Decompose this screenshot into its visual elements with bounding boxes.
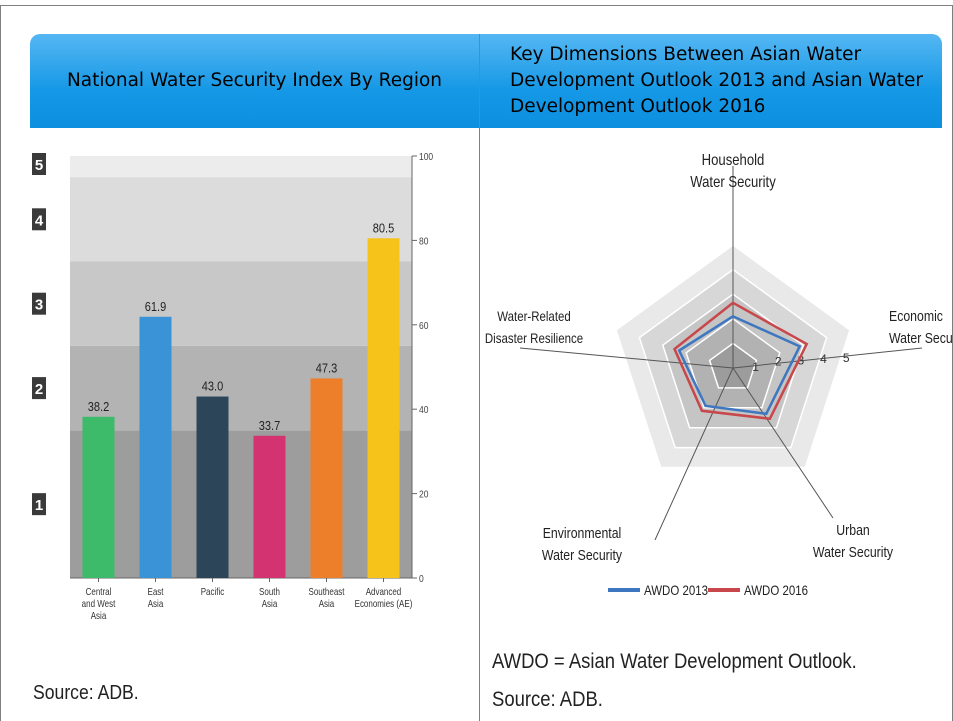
y-tick-label-80: 80 xyxy=(419,236,428,247)
band-label-box-4 xyxy=(32,208,46,231)
category-label-6-2: Economies (AE) xyxy=(355,598,413,609)
awdo-radar-chart: 1 2 3 4 5 Household Water Security Economic Wate… xyxy=(485,152,953,598)
radar-axis-label-3-1: Urban xyxy=(836,522,869,538)
category-label-4-1: South xyxy=(259,586,280,597)
bar-value-label-3: 43.0 xyxy=(202,379,224,394)
table-header: National Water Security Index By Region … xyxy=(30,34,942,128)
category-label-1-2: and West xyxy=(82,598,116,609)
bar-5 xyxy=(310,378,343,578)
index-band-1 xyxy=(70,430,412,578)
bar-value-label-5: 47.3 xyxy=(316,361,338,376)
category-label-5-2: Asia xyxy=(319,598,335,609)
category-label-2-2: Asia xyxy=(148,598,164,609)
radar-axis-label-1-1: Household xyxy=(702,152,765,169)
y-tick-label-20: 20 xyxy=(419,489,428,500)
radar-axis-label-1-2: Water Security xyxy=(690,174,776,191)
band-label-box-2 xyxy=(32,377,46,400)
radar-chart-footnote: AWDO = Asian Water Development Outlook. xyxy=(492,650,857,673)
band-label-box-5 xyxy=(32,153,46,175)
bar-3 xyxy=(196,396,229,578)
radar-axis-label-5-1: Water-Related xyxy=(497,308,571,324)
bar-value-label-4: 33.7 xyxy=(259,418,281,433)
bar-value-label-1: 38.2 xyxy=(88,399,110,414)
radar-scale-label-4: 4 xyxy=(820,352,827,366)
bar-value-label-2: 61.9 xyxy=(145,299,167,314)
band-label-box-3 xyxy=(32,292,46,315)
index-band-5 xyxy=(70,156,412,178)
category-label-2-1: East xyxy=(148,586,164,597)
bar-2 xyxy=(139,316,172,578)
y-tick-label-40: 40 xyxy=(419,405,428,416)
radar-axis-label-4-2: Water Security xyxy=(542,547,622,563)
frame-top-border xyxy=(0,5,953,6)
category-label-3-1: Pacific xyxy=(201,586,225,597)
radar-axis-label-2-2: Water Security xyxy=(889,330,953,346)
bar-chart-title: National Water Security Index By Region xyxy=(66,70,443,91)
radar-scale-label-3: 3 xyxy=(798,353,805,367)
radar-axis-label-2-1: Economic xyxy=(889,308,943,324)
band-label-3: 3 xyxy=(35,297,43,314)
category-label-4-2: Asia xyxy=(262,598,278,609)
index-band-2 xyxy=(70,345,412,431)
legend-label-1: AWDO 2013 xyxy=(644,582,708,598)
radar-scale-label-5: 5 xyxy=(843,351,850,365)
radar-axis-3 xyxy=(732,367,834,519)
radar-series-2 xyxy=(672,301,809,421)
band-label-box-1 xyxy=(32,493,46,516)
radar-chart-title: Key Dimensions Between Asian Water Devel… xyxy=(510,44,924,117)
y-tick-label-60: 60 xyxy=(419,320,428,331)
legend-label-2: AWDO 2016 xyxy=(744,582,808,598)
radar-axis-2 xyxy=(732,347,923,369)
radar-axis-4 xyxy=(654,367,734,541)
index-band-3 xyxy=(70,261,412,346)
bar-4 xyxy=(253,435,286,578)
radar-axis-5 xyxy=(519,347,734,369)
category-label-1-3: Asia xyxy=(91,610,107,621)
column-divider xyxy=(479,34,480,721)
radar-series-1 xyxy=(677,314,802,416)
bar-value-label-6: 80.5 xyxy=(373,220,395,235)
radar-scale-label-2: 2 xyxy=(775,355,782,369)
radar-axis-label-3-2: Water Security xyxy=(813,544,893,560)
radar-scale-label-1: 1 xyxy=(752,360,759,374)
category-label-6-1: Advanced xyxy=(366,586,402,597)
index-band-4 xyxy=(70,177,412,262)
band-label-4: 4 xyxy=(35,212,44,229)
category-label-1-1: Central xyxy=(86,586,112,597)
radar-chart-source: Source: ADB. xyxy=(492,688,603,711)
radar-axis-label-5-2: Disaster Resilience xyxy=(485,330,583,346)
bar-6 xyxy=(367,238,400,578)
band-label-2: 2 xyxy=(35,381,43,398)
bar-chart-source: Source: ADB. xyxy=(33,682,139,704)
y-tick-label-100: 100 xyxy=(419,151,433,162)
category-label-5-1: Southeast xyxy=(308,586,344,597)
radar-axis-label-4-1: Environmental xyxy=(543,525,622,541)
bar-1 xyxy=(82,416,115,578)
band-label-5: 5 xyxy=(35,157,43,174)
frame-left-border xyxy=(0,5,1,721)
band-label-1: 1 xyxy=(35,497,43,514)
y-tick-label-0: 0 xyxy=(419,573,424,584)
